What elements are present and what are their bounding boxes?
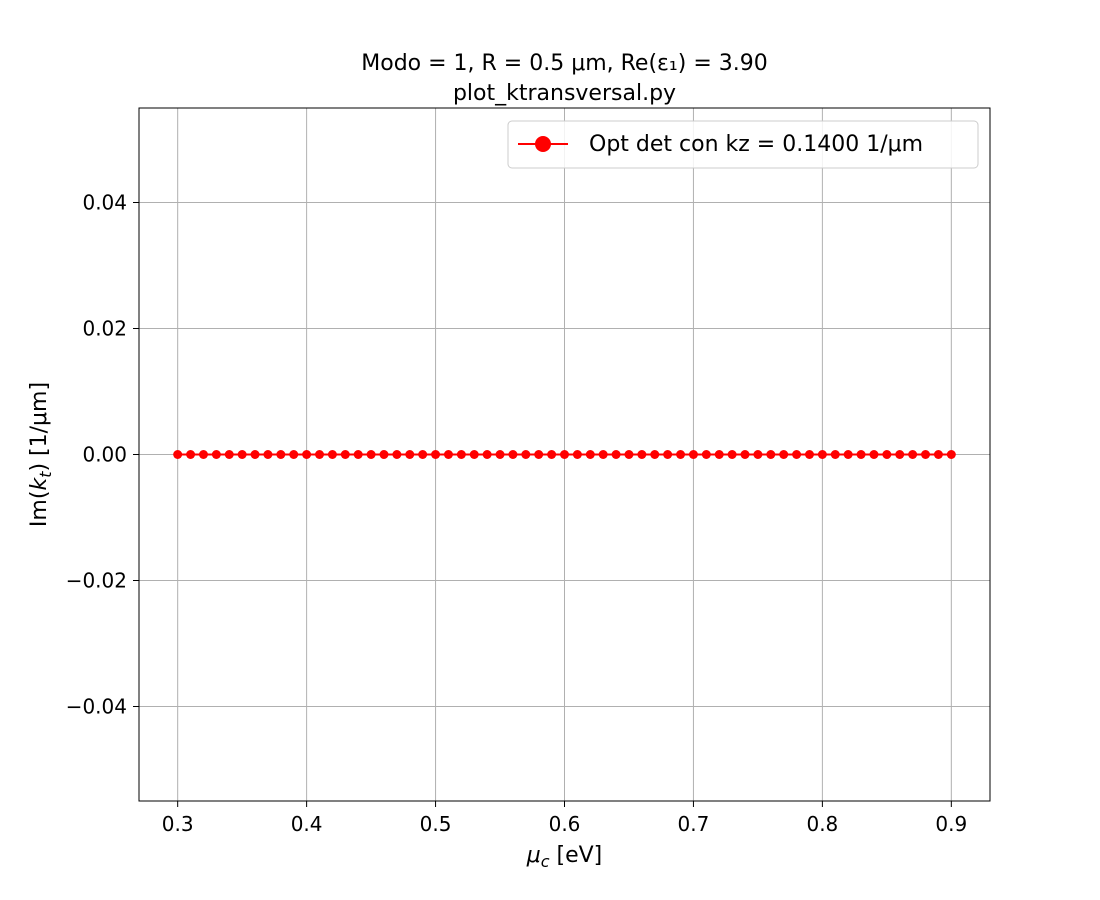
data-point (211, 450, 221, 459)
legend-label: Opt det con kz = 0.1400 1/μm (589, 132, 923, 157)
data-point (547, 450, 557, 459)
x-tick-label: 0.7 (678, 812, 710, 836)
y-axis: 0.04 0.02 0.00 −0.02 −0.04 (66, 191, 139, 719)
data-point (598, 450, 608, 459)
legend-marker (535, 136, 551, 152)
y-tick-label: −0.02 (66, 569, 127, 593)
y-tick-label: 0.00 (82, 443, 127, 467)
data-point (817, 450, 827, 459)
data-point (663, 450, 673, 459)
data-point (289, 450, 299, 459)
y-tick-label: −0.04 (66, 695, 127, 719)
data-point (740, 450, 750, 459)
data-point (482, 450, 492, 459)
data-point (521, 450, 531, 459)
data-point (676, 450, 686, 459)
y-tick-label: 0.04 (82, 191, 127, 215)
data-point (276, 450, 286, 459)
legend-box (507, 120, 979, 169)
data-point (753, 450, 763, 459)
data-point (508, 450, 518, 459)
data-point (766, 450, 776, 459)
x-tick-label: 0.6 (549, 812, 581, 836)
data-point (637, 450, 647, 459)
data-point (392, 450, 402, 459)
data-point (405, 450, 415, 459)
series-group (173, 450, 956, 459)
data-point (830, 450, 840, 459)
x-axis: 0.3 0.4 0.5 0.6 0.7 0.8 0.9 (162, 801, 967, 836)
data-point (186, 450, 196, 459)
data-point (572, 450, 582, 459)
data-point (804, 450, 814, 459)
data-point (869, 450, 879, 459)
x-tick-label: 0.5 (420, 812, 452, 836)
chart-subtitle: plot_ktransversal.py (453, 81, 676, 106)
x-tick-label: 0.4 (291, 812, 323, 836)
y-tick-label: 0.02 (82, 317, 127, 341)
data-point (611, 450, 621, 459)
data-point (727, 450, 737, 459)
data-point (250, 450, 260, 459)
data-point (701, 450, 711, 459)
x-tick-label: 0.9 (935, 812, 967, 836)
data-point (895, 450, 905, 459)
data-point (224, 450, 234, 459)
data-point (792, 450, 802, 459)
data-point (237, 450, 247, 459)
data-point (173, 450, 183, 459)
data-point (379, 450, 389, 459)
data-point (843, 450, 853, 459)
data-point (263, 450, 273, 459)
data-point (714, 450, 724, 459)
data-point (495, 450, 505, 459)
x-tick-label: 0.8 (806, 812, 838, 836)
data-point (585, 450, 595, 459)
data-point (456, 450, 466, 459)
data-point (302, 450, 312, 459)
data-point (856, 450, 866, 459)
data-point (431, 450, 441, 459)
legend: Opt det con kz = 0.1400 1/μm (507, 120, 979, 169)
y-axis-label: Im(kt) [1/μm] (27, 382, 55, 527)
data-point (933, 450, 943, 459)
data-point (315, 450, 325, 459)
data-point (443, 450, 453, 459)
data-point (882, 450, 892, 459)
chart-title: Modo = 1, R = 0.5 μm, Re(ε₁) = 3.90 (361, 51, 767, 76)
data-point (688, 450, 698, 459)
data-point (366, 450, 376, 459)
x-tick-label: 0.3 (162, 812, 194, 836)
data-point (353, 450, 363, 459)
data-point (534, 450, 544, 459)
data-point (650, 450, 660, 459)
data-point (469, 450, 479, 459)
data-point (624, 450, 634, 459)
data-point (908, 450, 918, 459)
data-point (327, 450, 337, 459)
data-point (198, 450, 208, 459)
plot-frame (138, 107, 991, 802)
data-point (560, 450, 569, 459)
data-point (921, 450, 931, 459)
x-axis-label: μc [eV] (526, 843, 603, 871)
data-point (418, 450, 428, 459)
data-point (779, 450, 789, 459)
data-point (946, 450, 956, 459)
data-point (340, 450, 350, 459)
